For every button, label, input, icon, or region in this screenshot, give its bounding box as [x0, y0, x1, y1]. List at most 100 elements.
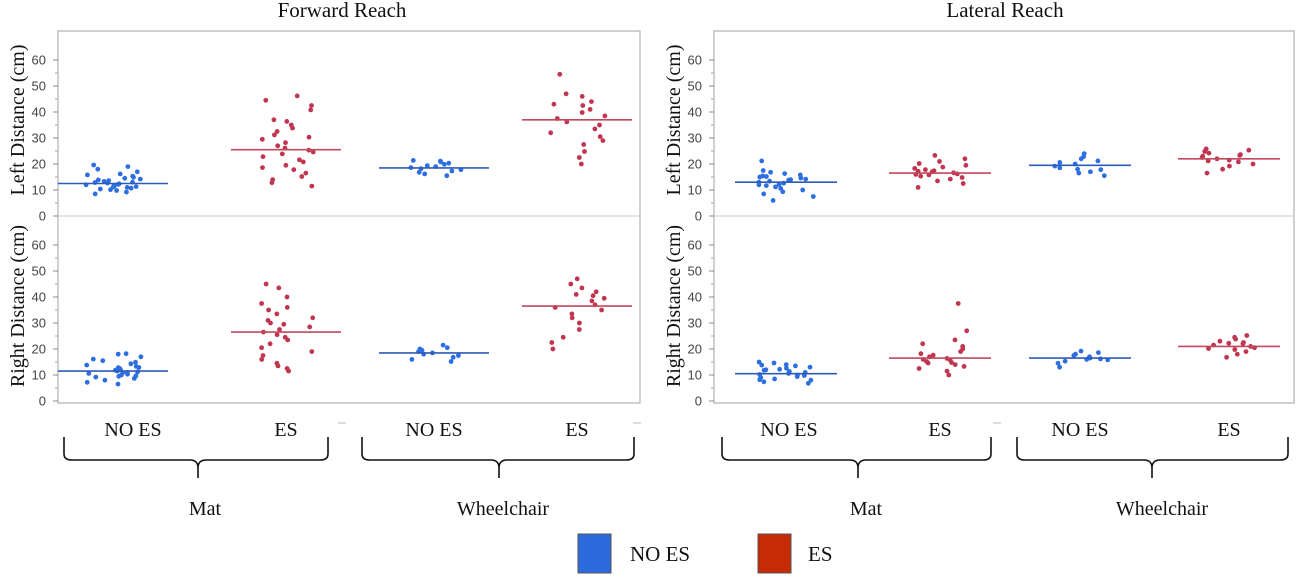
brace-lateral-mat [721, 437, 992, 478]
data-point [409, 357, 415, 362]
data-point [124, 189, 129, 195]
data-point [808, 377, 814, 383]
y-tick-label: 60 [32, 238, 46, 253]
data-point [277, 327, 282, 332]
data-point [95, 166, 101, 172]
legend-swatch-no-es [577, 533, 612, 574]
data-point [1075, 166, 1080, 172]
data-point [964, 328, 970, 334]
data-point [560, 334, 566, 340]
data-point [763, 183, 769, 189]
data-point [133, 184, 139, 190]
data-point [580, 103, 586, 108]
data-point [1076, 170, 1082, 176]
data-point [299, 174, 305, 179]
data-point [276, 285, 282, 291]
data-point [582, 149, 587, 154]
data-point [128, 361, 134, 367]
lateral-right-ylabel: Right Distance (cm) [663, 225, 685, 387]
data-point [579, 94, 585, 99]
data-point [771, 360, 777, 366]
data-point [1081, 151, 1087, 157]
data-point [768, 169, 773, 175]
brace-forward-mat [63, 437, 329, 478]
data-point [274, 360, 280, 366]
data-point [761, 191, 767, 197]
data-point [124, 185, 130, 190]
data-point [1217, 338, 1223, 344]
data-point [444, 345, 450, 351]
data-point [1236, 159, 1241, 165]
lateral-reach-title: Lateral Reach [946, 0, 1064, 22]
data-point [259, 357, 265, 362]
data-point [912, 166, 918, 171]
data-point [756, 182, 762, 188]
data-point [91, 162, 97, 168]
data-point [1096, 350, 1101, 355]
data-point [597, 134, 603, 140]
data-point [100, 358, 106, 364]
forward-right-ylabel: Right Distance (cm) [7, 225, 29, 387]
y-tick-label: 10 [688, 183, 702, 198]
data-point [267, 341, 273, 347]
y-tick-label: 30 [688, 131, 702, 146]
y-tick-label: 10 [688, 368, 702, 383]
forward-reach-title: Forward Reach [278, 0, 407, 22]
data-point [1246, 147, 1252, 153]
y-tick-label: 50 [688, 264, 702, 279]
data-point [283, 140, 288, 146]
data-point [955, 301, 961, 306]
data-point [102, 377, 108, 383]
data-point [777, 366, 782, 372]
data-point [116, 373, 122, 379]
data-point [564, 119, 570, 125]
data-point [589, 99, 594, 104]
lateral-cat-4: ES [1217, 419, 1240, 441]
y-tick-label: 60 [688, 238, 702, 253]
data-point [602, 113, 608, 119]
y-tick-label: 40 [688, 105, 702, 120]
data-point [260, 165, 265, 171]
forward-group-wheelchair: Wheelchair [457, 498, 549, 520]
data-point [574, 276, 580, 282]
forward-cat-4: ES [565, 419, 588, 441]
data-point [274, 129, 280, 134]
data-point [114, 188, 119, 193]
data-point [307, 324, 313, 330]
data-point [260, 154, 266, 160]
data-point [90, 356, 96, 362]
data-point [947, 176, 953, 182]
data-point [294, 93, 300, 99]
data-point [764, 174, 769, 179]
data-point [797, 172, 803, 178]
data-point [456, 353, 461, 358]
lateral-group-mat: Mat [850, 498, 883, 520]
data-point [440, 342, 446, 348]
data-point [1200, 153, 1206, 159]
data-point [778, 186, 784, 191]
data-point [963, 162, 969, 168]
data-point [959, 175, 965, 180]
data-point [446, 160, 452, 166]
data-point [763, 367, 769, 373]
data-point [441, 161, 447, 167]
data-point [263, 281, 269, 287]
data-point [122, 175, 128, 181]
y-tick-label: 30 [32, 131, 46, 146]
data-point [563, 91, 569, 97]
forward-plot-frame [57, 30, 641, 404]
forward-cat-3: NO ES [405, 419, 462, 441]
data-point [551, 101, 557, 107]
legend-label-es: ES [808, 542, 833, 566]
data-point [1232, 347, 1238, 352]
data-point [915, 185, 921, 190]
data-point [1078, 348, 1084, 354]
lateral-group-wheelchair: Wheelchair [1116, 498, 1208, 520]
data-point [576, 155, 582, 160]
data-point [1098, 167, 1104, 173]
data-point [1057, 165, 1063, 171]
lateral-cat-3: NO ES [1051, 419, 1108, 441]
data-point [916, 161, 922, 166]
data-point [1088, 169, 1093, 175]
data-point [284, 294, 290, 300]
